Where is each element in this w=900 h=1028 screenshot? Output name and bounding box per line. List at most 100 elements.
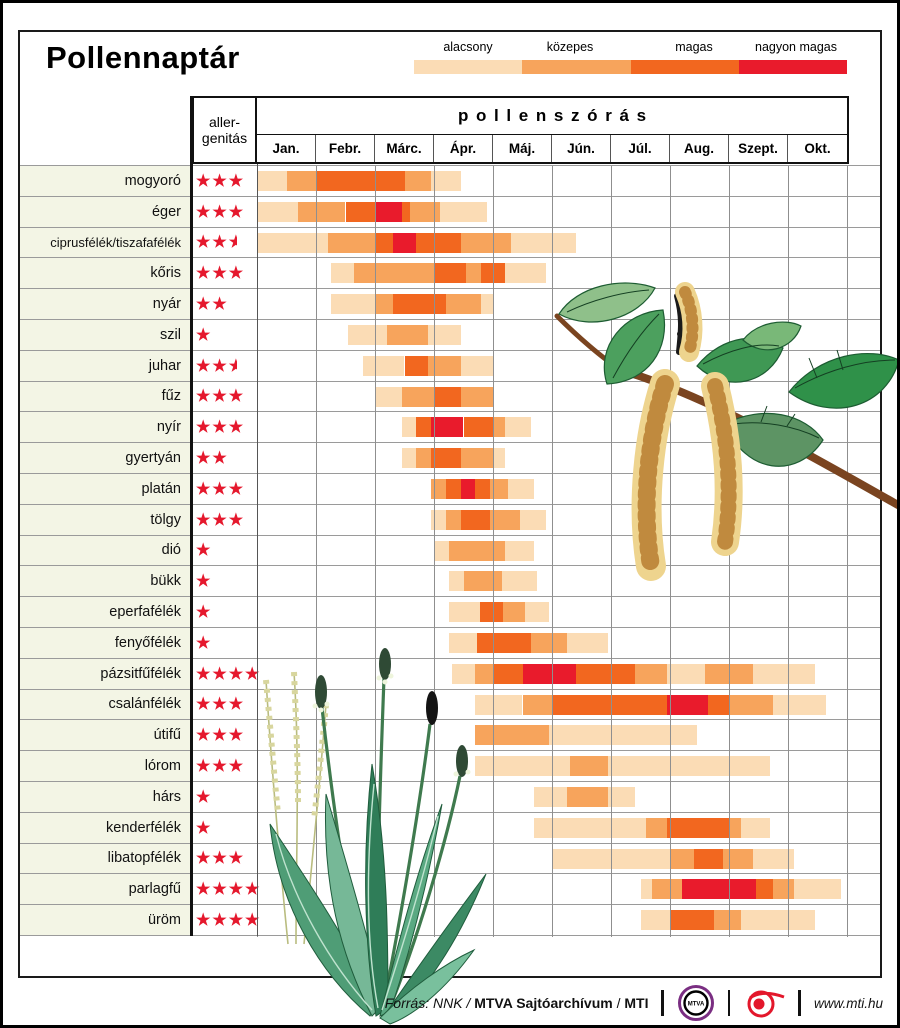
pollen-bar-segment (448, 540, 505, 561)
pollen-timeline (257, 813, 847, 843)
pollen-bar-segment (348, 324, 387, 345)
legend-bar (414, 60, 847, 74)
pollen-bar-segment (445, 294, 482, 315)
pollen-bar-segment (416, 417, 432, 438)
pollen-bar-segment (534, 817, 647, 838)
pollen-bar-segment (410, 201, 440, 222)
pollen-timeline (257, 505, 847, 535)
pollen-row: dió ★ (20, 535, 880, 567)
pollen-timeline (257, 289, 847, 319)
pollen-bar-segment (752, 848, 794, 869)
pollen-row: eperfafélék ★ (20, 597, 880, 628)
allergenicity-stars: ★ (196, 604, 213, 622)
pollen-row: parlagfű ★★★★ (20, 874, 880, 906)
pollen-bar-segment (448, 602, 481, 623)
pollen-row: kőris ★★★ (20, 258, 880, 290)
pollen-timeline (257, 351, 847, 381)
allergenicity-header-line2: genitás (201, 130, 248, 146)
pollen-bar-segment (723, 848, 753, 869)
pollen-bar-segment (693, 848, 724, 869)
pollen-bar-segment (330, 294, 375, 315)
month-header: Ápr. (434, 134, 493, 162)
pollen-bar-segment (316, 171, 405, 191)
pollen-bar-segment (475, 663, 493, 684)
pollen-bar-segment (640, 910, 670, 931)
month-gridline (552, 166, 553, 937)
allergenicity-stars: ★★ (196, 296, 229, 314)
pollen-bar-segment (773, 694, 827, 715)
spread-header-wrap: pollenszórás Jan. Febr. Márc. Ápr. Máj. Jún. J… (257, 98, 847, 162)
plant-name-label: pázsitfűfélék (20, 658, 190, 689)
pollen-timeline (257, 566, 847, 596)
allergenicity-stars: ★★★ (196, 511, 246, 529)
source-credit: Forrás: NNK / MTVA Sajtóarchívum / MTI (385, 995, 649, 1011)
month-header: Aug. (670, 134, 729, 162)
pollen-bar-segment (652, 879, 682, 900)
pollen-bar-segment (566, 632, 609, 653)
month-header: Júl. (611, 134, 670, 162)
pollen-bar-segment (354, 263, 434, 284)
pollen-bar-segment (466, 263, 482, 284)
pollen-row: bükk ★ (20, 566, 880, 598)
pollen-bar-segment (714, 910, 741, 931)
month-gridline (375, 166, 376, 937)
pollen-bar-segment (531, 632, 567, 653)
source-archive: MTVA Sajtóarchívum (474, 995, 613, 1011)
pollen-bar-segment (608, 786, 635, 807)
pollen-timeline (257, 536, 847, 566)
pollen-bar-segment (434, 263, 467, 284)
legend-label: nagyon magas (754, 40, 838, 54)
plant-name-label: parlagfű (20, 874, 190, 905)
plant-name-label: kenderfélék (20, 812, 190, 843)
source-separator: / (616, 995, 621, 1011)
allergen-column-left-border (190, 96, 193, 936)
pollen-bar-segment (667, 663, 706, 684)
pollen-bar-segment (428, 355, 461, 376)
pollen-bar-segment (460, 355, 493, 376)
allergenicity-stars: ★ (196, 326, 213, 344)
pollen-bar-segment (534, 786, 567, 807)
allergenicity-stars: ★★★ (196, 696, 246, 714)
pollen-bar-segment (670, 910, 715, 931)
month-gridline (788, 166, 789, 937)
allergenicity-stars: ★★★ (196, 419, 246, 437)
month-header: Szept. (729, 134, 788, 162)
website-link[interactable]: www.mti.hu (813, 995, 883, 1011)
pollen-bar-segment (755, 879, 774, 900)
pollen-row: hárs ★ (20, 781, 880, 813)
plant-name-label: tölgy (20, 504, 190, 535)
pollen-bar-segment (448, 632, 478, 653)
plant-name-label: nyír (20, 412, 190, 443)
source-agency: MTI (624, 995, 649, 1011)
pollen-bar-segment (504, 417, 532, 438)
pollen-timeline (257, 874, 847, 904)
allergenicity-stars: ★★★ (196, 758, 246, 776)
pollen-timeline (257, 443, 847, 473)
allergenicity-stars: ★ (196, 573, 213, 591)
half-star: ★ (229, 356, 237, 376)
legend-swatch-4 (738, 60, 847, 74)
pollen-row: mogyoró ★★★ (20, 166, 880, 197)
footer-divider (727, 990, 731, 1016)
pollen-bar-segment (475, 725, 550, 746)
pollen-timeline (257, 659, 847, 689)
pollen-bar-segment (460, 386, 493, 407)
pollen-bar-segment (752, 663, 815, 684)
pollen-bar-segment (257, 201, 299, 222)
pollen-bar-segment (510, 232, 576, 253)
pollen-timeline (257, 597, 847, 627)
page-title: Pollennaptár (46, 40, 240, 75)
pollen-bar-segment (667, 694, 709, 715)
mtva-logo-icon: MTVA (677, 985, 714, 1021)
pollen-bar-segment (640, 879, 653, 900)
allergenicity-stars: ★★★ (196, 480, 246, 498)
month-header: Márc. (375, 134, 434, 162)
pollen-row: éger ★★★ (20, 196, 880, 228)
allergenicity-stars: ★★★ (196, 228, 256, 258)
plant-name-label: dió (20, 535, 190, 566)
month-gridline (316, 166, 317, 937)
month-gridline (493, 166, 494, 937)
pollen-timeline (257, 412, 847, 442)
pollen-bar-segment (445, 509, 461, 530)
plant-name-label: nyár (20, 289, 190, 319)
